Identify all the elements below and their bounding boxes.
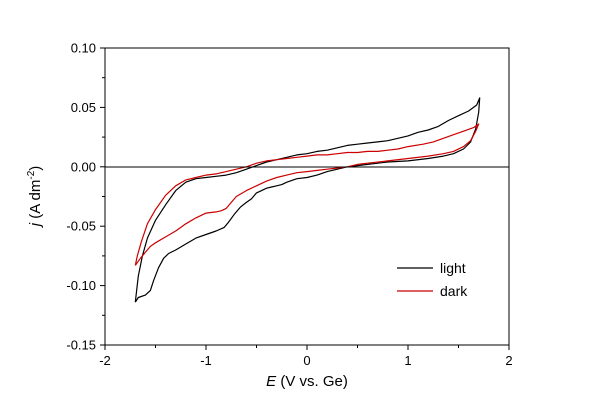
x-tick-label: -2 <box>99 353 111 368</box>
y-tick-label: -0.05 <box>66 219 96 234</box>
y-tick-label: -0.15 <box>66 338 96 353</box>
x-tick-label: 1 <box>404 353 411 368</box>
x-tick-label: 0 <box>303 353 310 368</box>
series-light-curve <box>134 97 481 303</box>
y-axis-symbol: j <box>27 222 44 228</box>
legend-label-light: light <box>440 260 466 276</box>
y-axis-unit-close: ) <box>27 166 44 171</box>
plot-frame <box>104 47 510 346</box>
y-axis-title: j (A dm-2) <box>26 166 44 229</box>
legend: light dark <box>397 260 468 299</box>
y-axis-unit: (A dm <box>27 180 44 223</box>
series-dark-curve <box>134 123 480 266</box>
legend-label-dark: dark <box>440 283 468 299</box>
x-axis-unit: (V vs. Ge) <box>276 373 348 390</box>
y-axis-unit-exponent: -2 <box>26 170 37 179</box>
x-axis-symbol: E <box>266 373 277 390</box>
y-tick-label: 0.10 <box>71 41 96 56</box>
y-tick-label: 0.00 <box>71 159 96 174</box>
y-tick-label: -0.10 <box>66 278 96 293</box>
x-axis-title: E (V vs. Ge) <box>266 373 348 390</box>
x-tick-label: -1 <box>200 353 212 368</box>
x-tick-label: 2 <box>505 353 512 368</box>
y-tick-label: 0.05 <box>71 100 96 115</box>
